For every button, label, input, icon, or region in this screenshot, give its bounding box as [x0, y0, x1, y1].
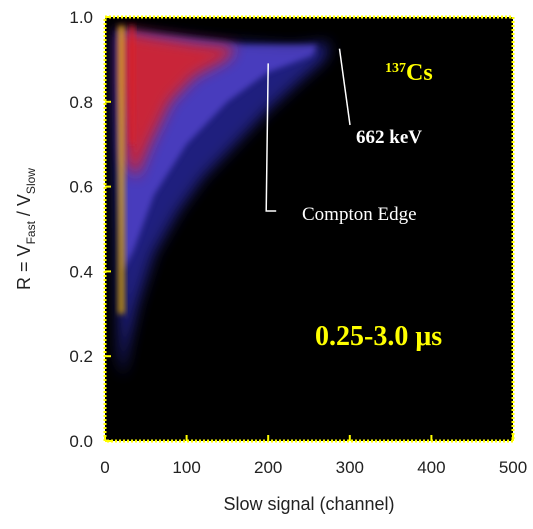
y-axis-title-middle: / V: [14, 194, 34, 221]
x-tick-label: 200: [254, 458, 282, 477]
density-low-channel-streak-2: [129, 25, 135, 145]
compton-edge-pointer-line: [265, 63, 277, 212]
annotations: 137Cs 662 keV Compton Edge 0.25-3.0 μs: [265, 48, 442, 352]
y-tick-label: 0.8: [69, 93, 93, 112]
y-tick-label: 0.6: [69, 178, 93, 197]
y-axis-title-prefix: R = V: [14, 244, 34, 290]
isotope-mass-number: 137: [385, 61, 406, 76]
x-axis: 0 100 200 300 400 500: [100, 435, 527, 477]
y-tick-label: 0.0: [69, 432, 93, 451]
x-tick-label: 0: [100, 458, 109, 477]
y-axis-title-sub1: Fast: [24, 220, 38, 244]
y-tick-label: 1.0: [69, 8, 93, 27]
x-tick-label: 100: [172, 458, 200, 477]
x-tick-label: 500: [499, 458, 527, 477]
x-tick-label: 400: [417, 458, 445, 477]
photopeak-label: 662 keV: [356, 127, 422, 148]
y-tick-label: 0.2: [69, 347, 93, 366]
x-tick-label: 300: [336, 458, 364, 477]
density-high-region: [121, 29, 236, 179]
y-axis-title: R = VFast / VSlow: [14, 168, 38, 290]
plot-frame: [103, 15, 515, 443]
y-axis-title-sub2: Slow: [24, 168, 38, 194]
x-axis-title: Slow signal (channel): [223, 494, 394, 514]
y-axis: 0.0 0.2 0.4 0.6 0.8 1.0: [69, 8, 111, 451]
time-window-label: 0.25-3.0 μs: [315, 321, 442, 352]
density-distribution: [113, 25, 330, 378]
photopeak-pointer-line: [338, 48, 351, 126]
isotope-element: Cs: [406, 60, 433, 86]
density-low-channel-streak: [118, 25, 125, 314]
y-tick-label: 0.4: [69, 262, 93, 281]
isotope-label: 137Cs: [385, 60, 433, 86]
compton-edge-label: Compton Edge: [302, 204, 417, 225]
